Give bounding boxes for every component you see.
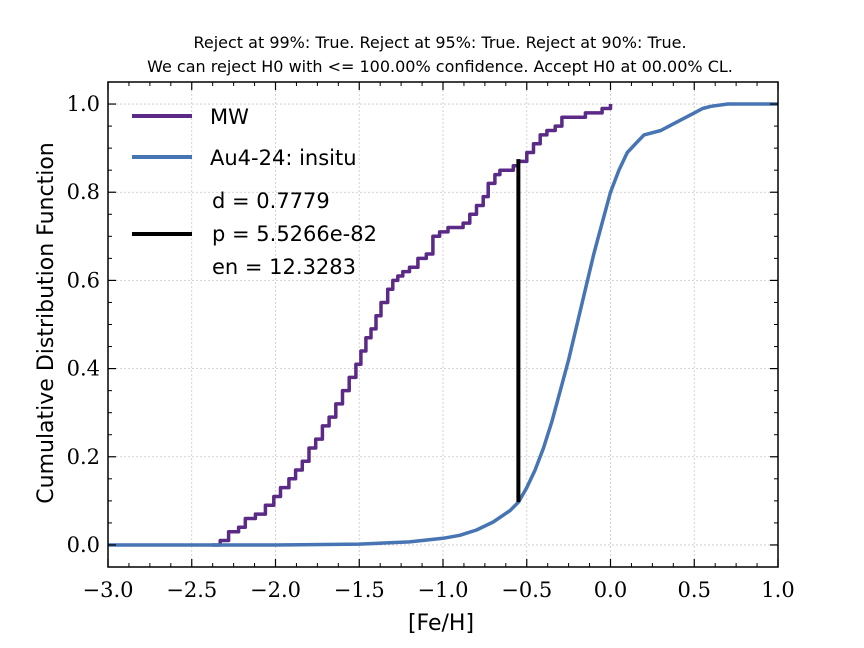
y-tick-label-4: 0.8 bbox=[67, 180, 100, 204]
x-axis-label: [Fe/H] bbox=[408, 611, 474, 636]
x-tick-label-1: −2.5 bbox=[166, 578, 217, 602]
y-tick-label-1: 0.2 bbox=[67, 445, 100, 469]
grid-lines bbox=[107, 82, 779, 567]
legend-stat-d: d = 0.7779 bbox=[212, 189, 330, 213]
x-tick-label-5: −0.5 bbox=[501, 578, 552, 602]
legend-stat-en: en = 12.3283 bbox=[212, 255, 356, 279]
x-tick-label-8: 1.0 bbox=[761, 578, 794, 602]
y-axis-label: Cumulative Distribution Function bbox=[34, 142, 59, 503]
series-line-0 bbox=[211, 104, 613, 547]
axis-tick-labels: −3.0 −2.5 −2.0 −1.5 −1.0 −0.5 0.0 0.5 1.0 0.0 0.2 0… bbox=[67, 92, 795, 602]
y-tick-label-0: 0.0 bbox=[67, 533, 100, 557]
chart-title-line-1: Reject at 99%: True. Reject at 95%: True… bbox=[193, 33, 686, 52]
series-line-1 bbox=[108, 102, 778, 547]
y-tick-label-5: 1.0 bbox=[67, 92, 100, 116]
x-tick-label-7: 0.5 bbox=[678, 578, 711, 602]
legend: MW Au4-24: insitu d = 0.7779 p = 5.5266e… bbox=[132, 105, 377, 279]
series-layer bbox=[108, 102, 778, 547]
x-tick-label-4: −1.0 bbox=[418, 578, 469, 602]
y-tick-label-3: 0.6 bbox=[67, 268, 100, 292]
axis-ticks bbox=[107, 82, 779, 567]
legend-stat-p: p = 5.5266e-82 bbox=[212, 222, 377, 246]
x-tick-label-2: −2.0 bbox=[250, 578, 301, 602]
legend-label-au4-24: Au4-24: insitu bbox=[210, 146, 357, 170]
x-tick-label-3: −1.5 bbox=[334, 578, 385, 602]
y-tick-label-2: 0.4 bbox=[67, 357, 100, 381]
legend-label-mw: MW bbox=[210, 105, 249, 129]
x-tick-label-0: −3.0 bbox=[83, 578, 134, 602]
chart-title-line-2: We can reject H0 with <= 100.00% confide… bbox=[147, 57, 733, 76]
x-tick-label-6: 0.0 bbox=[594, 578, 627, 602]
